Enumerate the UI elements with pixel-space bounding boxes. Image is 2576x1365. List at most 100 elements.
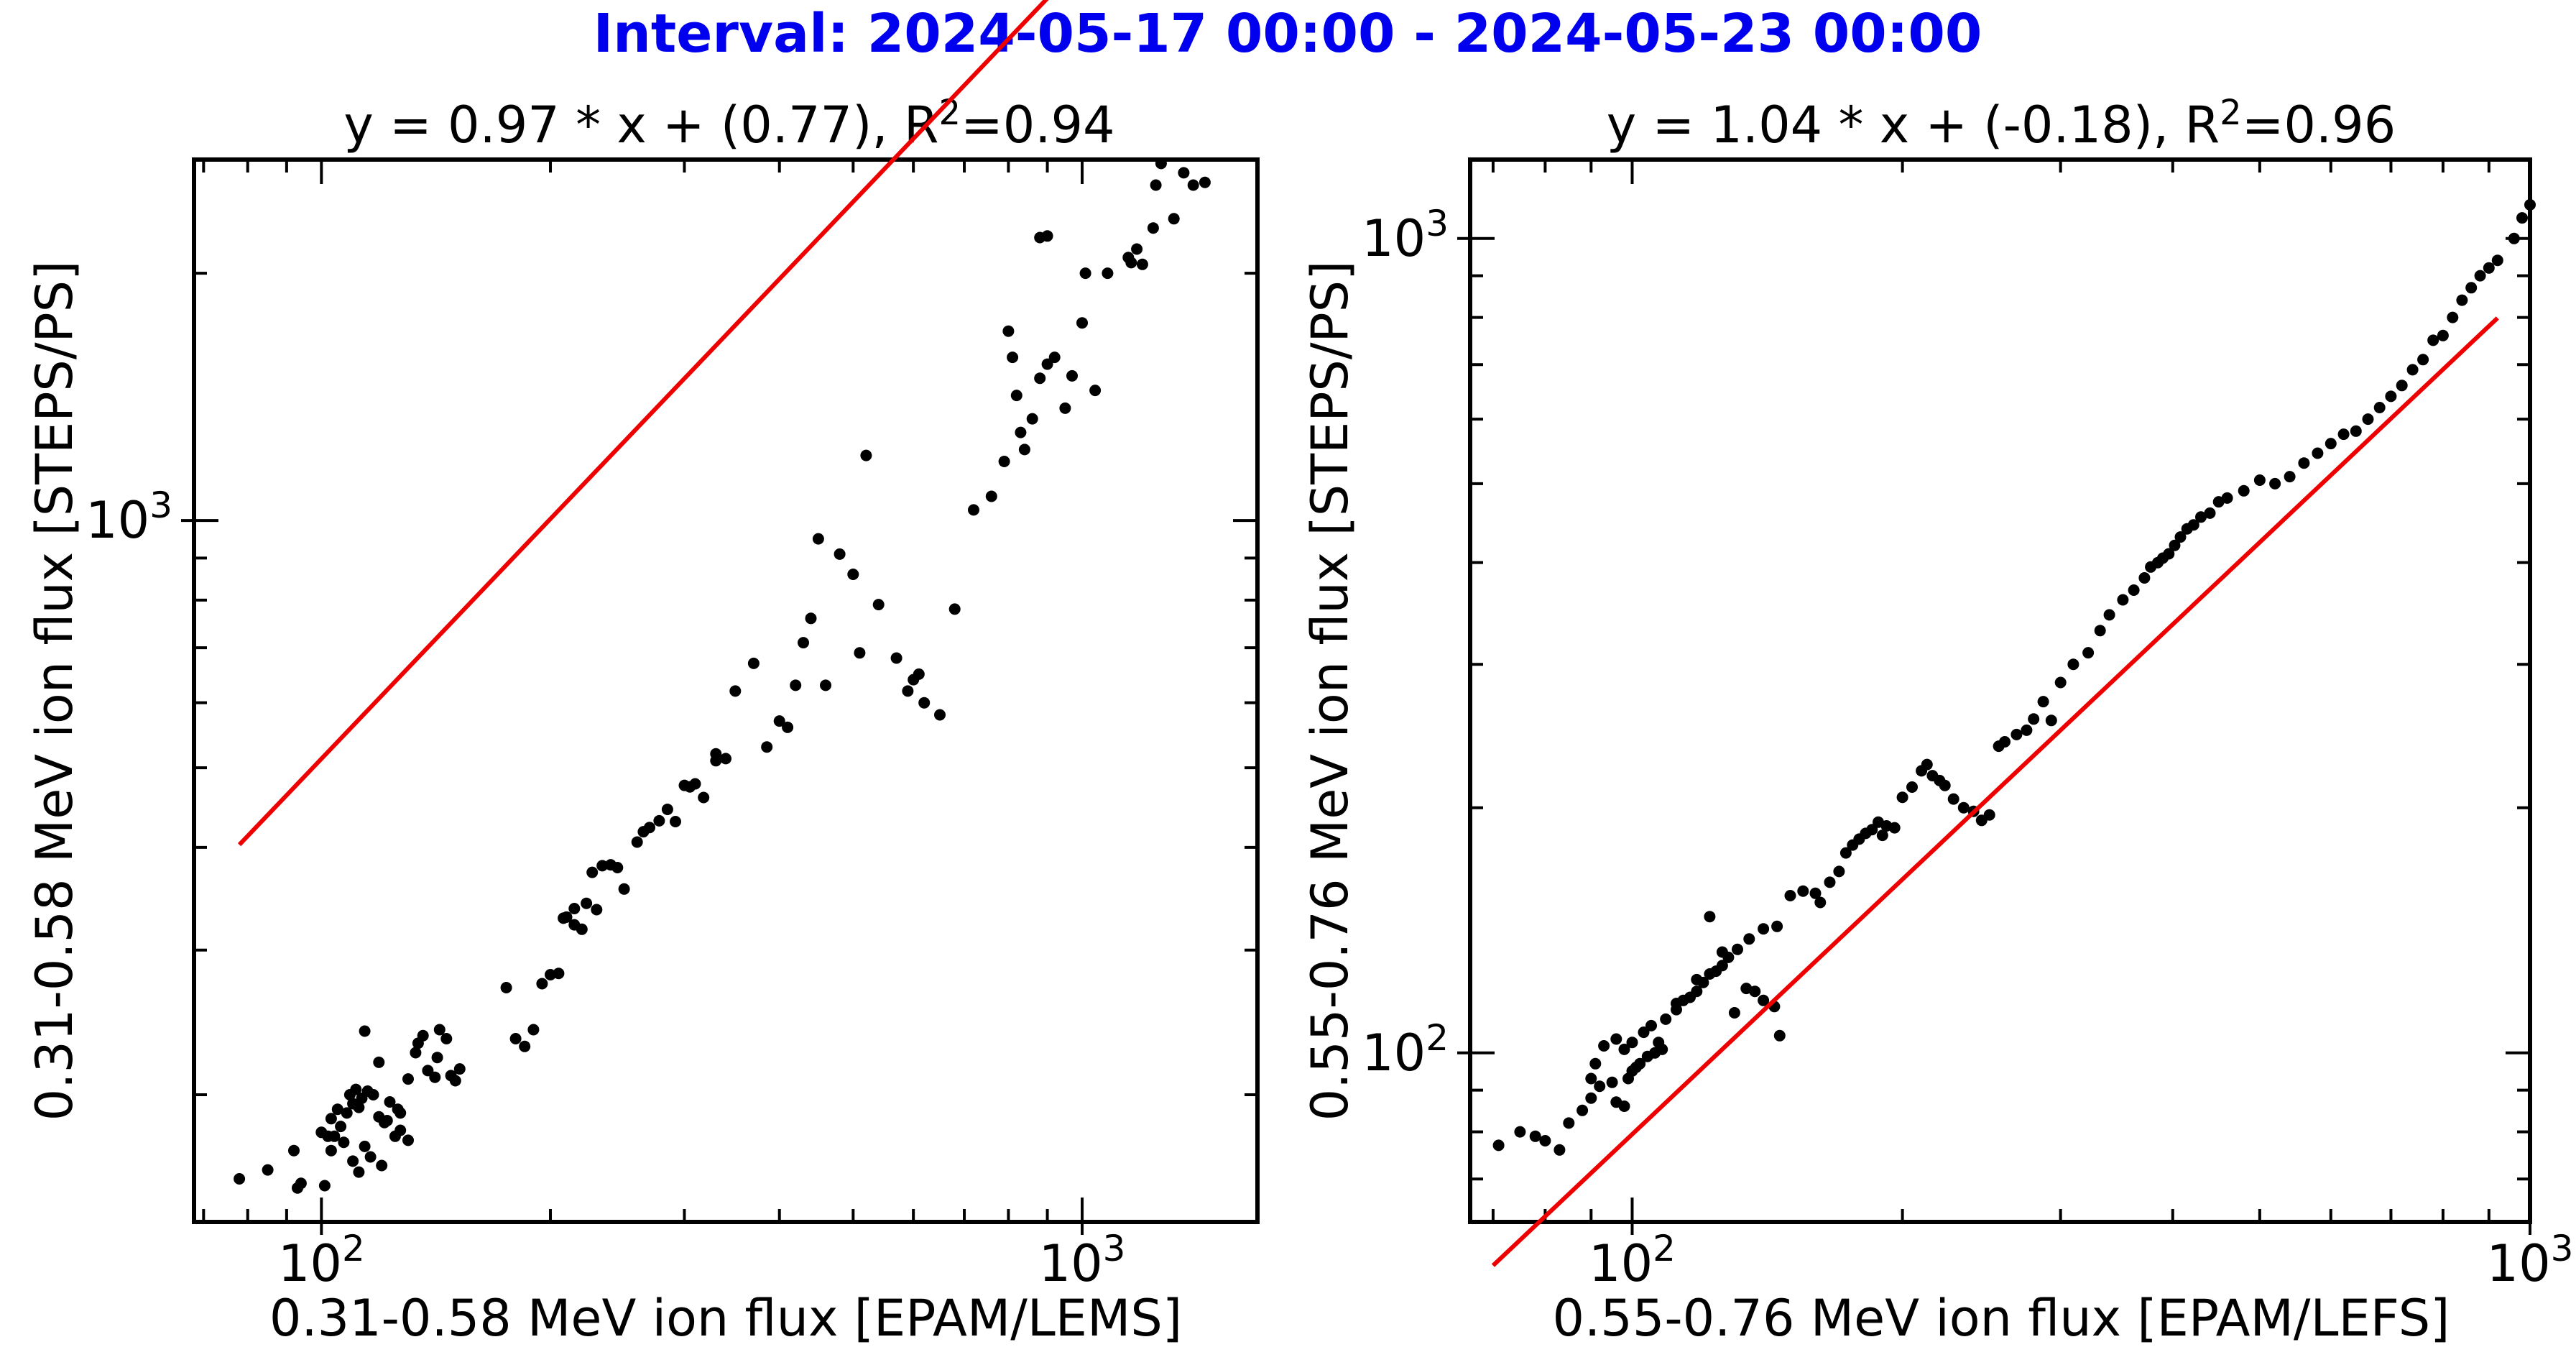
- x-tick-label: 103: [1039, 1228, 1126, 1293]
- scatter-point: [1833, 865, 1845, 878]
- scatter-point: [394, 1107, 407, 1119]
- scatter-point: [729, 685, 742, 697]
- scatter-point: [1716, 946, 1728, 958]
- scatter-point: [689, 778, 701, 790]
- x-tick-label: 102: [1589, 1228, 1676, 1293]
- scatter-point: [2117, 594, 2129, 606]
- scatter-point: [1773, 1029, 1786, 1042]
- scatter-point: [2483, 262, 2495, 274]
- scatter-point: [568, 903, 581, 914]
- scatter-point: [359, 1140, 371, 1152]
- scatter-point: [1131, 243, 1143, 255]
- right-scatter-points: [1492, 198, 2536, 1156]
- scatter-point: [350, 1083, 362, 1095]
- scatter-point: [2325, 438, 2337, 450]
- scatter-point: [1010, 390, 1022, 402]
- scatter-point: [747, 657, 760, 669]
- scatter-point: [1771, 920, 1783, 932]
- y-tick-label: 103: [86, 484, 172, 550]
- scatter-point: [1079, 267, 1091, 280]
- scatter-point: [985, 490, 997, 502]
- scatter-point: [1743, 933, 1755, 945]
- scatter-point: [2082, 647, 2095, 659]
- right-y-axis-label: 0.55-0.76 MeV ion flux [STEPS/PS]: [1301, 261, 1359, 1121]
- scatter-point: [364, 1151, 377, 1163]
- scatter-point: [644, 822, 655, 834]
- scatter-point: [1002, 325, 1015, 337]
- scatter-point: [1034, 372, 1046, 385]
- scatter-point: [1041, 358, 1053, 370]
- scatter-point: [1514, 1126, 1526, 1138]
- scatter-point: [1199, 176, 1211, 188]
- scatter-point: [2350, 425, 2362, 437]
- scatter-point: [2456, 294, 2468, 306]
- scatter-point: [1691, 985, 1703, 998]
- right-panel: y = 1.04 * x + (-0.18), R2=0.96 102 10310…: [1301, 93, 2573, 1348]
- scatter-point: [591, 904, 603, 916]
- scatter-point: [553, 968, 565, 980]
- scatter-point: [347, 1155, 359, 1167]
- scatter-point: [890, 652, 902, 664]
- scatter-point: [2474, 270, 2486, 282]
- scatter-point: [2298, 457, 2310, 469]
- left-scatter-points: [234, 157, 1211, 1194]
- scatter-point: [402, 1073, 414, 1085]
- scatter-point: [1749, 985, 1761, 998]
- scatter-point: [1563, 1117, 1575, 1129]
- scatter-point: [1671, 998, 1682, 1009]
- scatter-point: [1947, 793, 1959, 805]
- scatter-point: [2491, 254, 2503, 267]
- scatter-point: [1921, 758, 1933, 771]
- scatter-point: [1076, 317, 1088, 329]
- scatter-point: [325, 1144, 337, 1157]
- scatter-point: [527, 1024, 540, 1036]
- scatter-point: [536, 978, 548, 990]
- scatter-point: [782, 721, 794, 733]
- scatter-point: [790, 679, 802, 691]
- scatter-point: [934, 709, 946, 721]
- scatter-point: [2437, 329, 2449, 341]
- scatter-point: [2312, 447, 2324, 459]
- scatter-point: [379, 1116, 390, 1129]
- scatter-point: [519, 1040, 531, 1052]
- scatter-point: [913, 668, 925, 680]
- scatter-point: [2037, 696, 2049, 708]
- scatter-point: [338, 1136, 350, 1149]
- scatter-point: [2269, 477, 2281, 490]
- scatter-point: [1187, 179, 1199, 191]
- scatter-point: [359, 1025, 371, 1037]
- scatter-point: [325, 1113, 337, 1125]
- scatter-point: [812, 533, 824, 545]
- scatter-point: [2163, 548, 2175, 560]
- scatter-point: [1576, 1104, 1589, 1116]
- scatter-point: [2138, 572, 2151, 584]
- scatter-point: [1809, 887, 1822, 899]
- scatter-point: [1492, 1139, 1505, 1152]
- x-tick-label: 102: [278, 1228, 365, 1293]
- scatter-point: [618, 883, 630, 895]
- scatter-point: [1048, 351, 1061, 364]
- scatter-point: [318, 1180, 331, 1192]
- scatter-point: [1606, 1076, 1618, 1088]
- scatter-point: [2406, 364, 2419, 376]
- scatter-point: [872, 599, 885, 611]
- left-panel: y = 0.97 * x + (0.77), R2=0.94 102 103 103…: [25, 0, 1260, 1348]
- scatter-point: [1102, 267, 1114, 280]
- scatter-point: [1178, 167, 1190, 179]
- scatter-point: [2447, 311, 2459, 323]
- scatter-point: [431, 1052, 443, 1064]
- scatter-point: [2396, 380, 2408, 392]
- scatter-point: [1007, 351, 1019, 364]
- scatter-point: [1797, 885, 1809, 897]
- scatter-point: [1740, 983, 1753, 995]
- scatter-point: [761, 741, 773, 753]
- scatter-point: [1888, 822, 1901, 834]
- scatter-point: [2169, 539, 2181, 551]
- scatter-point: [968, 504, 979, 516]
- scatter-point: [500, 982, 512, 993]
- scatter-point: [720, 753, 731, 765]
- scatter-point: [440, 1033, 453, 1044]
- scatter-point: [1728, 1007, 1740, 1019]
- scatter-point: [854, 647, 866, 659]
